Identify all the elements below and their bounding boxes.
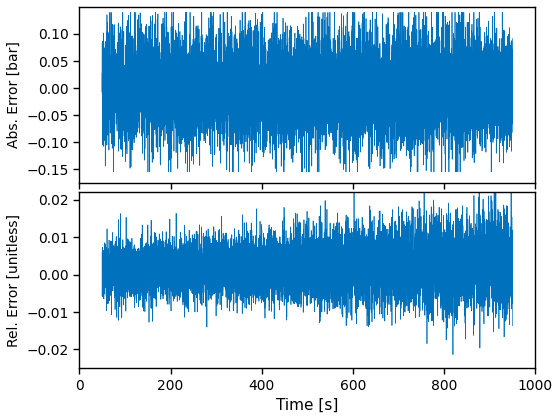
Y-axis label: Rel. Error [unitless]: Rel. Error [unitless] (7, 214, 21, 347)
Y-axis label: Abs. Error [bar]: Abs. Error [bar] (7, 41, 21, 148)
X-axis label: Time [s]: Time [s] (276, 398, 339, 413)
